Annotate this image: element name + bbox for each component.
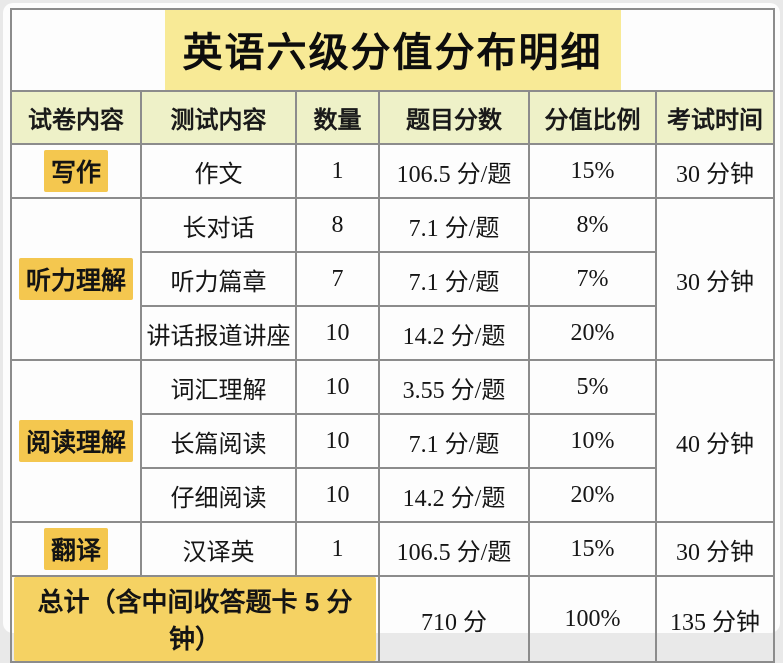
- title-row: 英语六级分值分布明细: [10, 8, 775, 92]
- test-cell: 讲话报道讲座: [140, 305, 297, 361]
- time-cell: 30 分钟: [655, 521, 775, 577]
- count-cell: 1: [295, 521, 380, 577]
- score-cell: 7.1 分/题: [378, 251, 530, 307]
- page-title: 英语六级分值分布明细: [164, 10, 621, 90]
- col-header-score-ratio: 分值比例: [528, 90, 657, 145]
- section-label: 听力理解: [18, 258, 133, 300]
- ratio-cell: 5%: [528, 359, 657, 415]
- score-cell: 106.5 分/题: [378, 521, 530, 577]
- test-cell: 长篇阅读: [140, 413, 297, 469]
- title-cell: 英语六级分值分布明细: [10, 8, 775, 92]
- time-cell: 40 分钟: [655, 359, 775, 523]
- table-row: 讲话报道讲座 10 14.2 分/题 20%: [11, 305, 774, 361]
- section-label: 写作: [43, 150, 108, 192]
- score-cell: 106.5 分/题: [378, 143, 530, 199]
- table-row: 阅读理解 词汇理解 10 3.55 分/题 5% 40 分钟: [10, 359, 775, 523]
- section-cell: 听力理解: [10, 197, 142, 361]
- score-distribution-table: 英语六级分值分布明细 试卷内容 测试内容 数量 题目分数 分值比例 考试时间 写…: [10, 8, 775, 663]
- total-score-cell: 710 分: [378, 575, 530, 663]
- total-label: 总计（含中间收答题卡 5 分钟）: [14, 577, 376, 661]
- table-row: 写作 作文 1 106.5 分/题 15% 30 分钟: [10, 143, 775, 199]
- count-cell: 10: [295, 359, 380, 415]
- col-header-question-score: 题目分数: [378, 90, 530, 145]
- col-header-test-content: 测试内容: [140, 90, 297, 145]
- count-cell: 10: [295, 467, 380, 523]
- section-label: 阅读理解: [18, 420, 133, 462]
- table-row: 仔细阅读 10 14.2 分/题 20%: [11, 467, 774, 523]
- score-cell: 14.2 分/题: [378, 467, 530, 523]
- table-row: 听力篇章 7 7.1 分/题 7%: [11, 251, 774, 307]
- test-cell: 作文: [140, 143, 297, 199]
- section-cell: 翻译: [10, 521, 142, 577]
- table-row: 听力理解 长对话 8 7.1 分/题 8% 30 分钟: [10, 197, 775, 361]
- test-cell: 汉译英: [140, 521, 297, 577]
- col-header-quantity: 数量: [295, 90, 380, 145]
- test-cell: 听力篇章: [140, 251, 297, 307]
- time-cell: 30 分钟: [655, 143, 775, 199]
- test-cell: 仔细阅读: [140, 467, 297, 523]
- table-row: 长篇阅读 10 7.1 分/题 10%: [11, 413, 774, 469]
- total-label-cell: 总计（含中间收答题卡 5 分钟）: [10, 575, 380, 663]
- time-cell: 30 分钟: [655, 197, 775, 361]
- test-cell: 长对话: [140, 197, 297, 253]
- ratio-cell: 20%: [528, 305, 657, 361]
- ratio-cell: 15%: [528, 143, 657, 199]
- section-cell: 写作: [10, 143, 142, 199]
- count-cell: 8: [295, 197, 380, 253]
- score-cell: 14.2 分/题: [378, 305, 530, 361]
- section-cell: 阅读理解: [10, 359, 142, 523]
- total-row: 总计（含中间收答题卡 5 分钟） 710 分 100% 135 分钟: [10, 575, 775, 663]
- ratio-cell: 7%: [528, 251, 657, 307]
- ratio-cell: 15%: [528, 521, 657, 577]
- col-header-exam-time: 考试时间: [655, 90, 775, 145]
- test-cell: 词汇理解: [140, 359, 297, 415]
- table-card: 英语六级分值分布明细 试卷内容 测试内容 数量 题目分数 分值比例 考试时间 写…: [3, 3, 780, 663]
- total-time-cell: 135 分钟: [655, 575, 775, 663]
- table-row: 翻译 汉译英 1 106.5 分/题 15% 30 分钟: [10, 521, 775, 577]
- header-row: 试卷内容 测试内容 数量 题目分数 分值比例 考试时间: [10, 90, 775, 145]
- count-cell: 10: [295, 305, 380, 361]
- score-cell: 7.1 分/题: [378, 197, 530, 253]
- ratio-cell: 8%: [528, 197, 657, 253]
- ratio-cell: 20%: [528, 467, 657, 523]
- count-cell: 7: [295, 251, 380, 307]
- count-cell: 10: [295, 413, 380, 469]
- score-cell: 3.55 分/题: [378, 359, 530, 415]
- col-header-exam-content: 试卷内容: [10, 90, 142, 145]
- total-ratio-cell: 100%: [528, 575, 657, 663]
- section-label: 翻译: [43, 528, 108, 570]
- ratio-cell: 10%: [528, 413, 657, 469]
- count-cell: 1: [295, 143, 380, 199]
- score-cell: 7.1 分/题: [378, 413, 530, 469]
